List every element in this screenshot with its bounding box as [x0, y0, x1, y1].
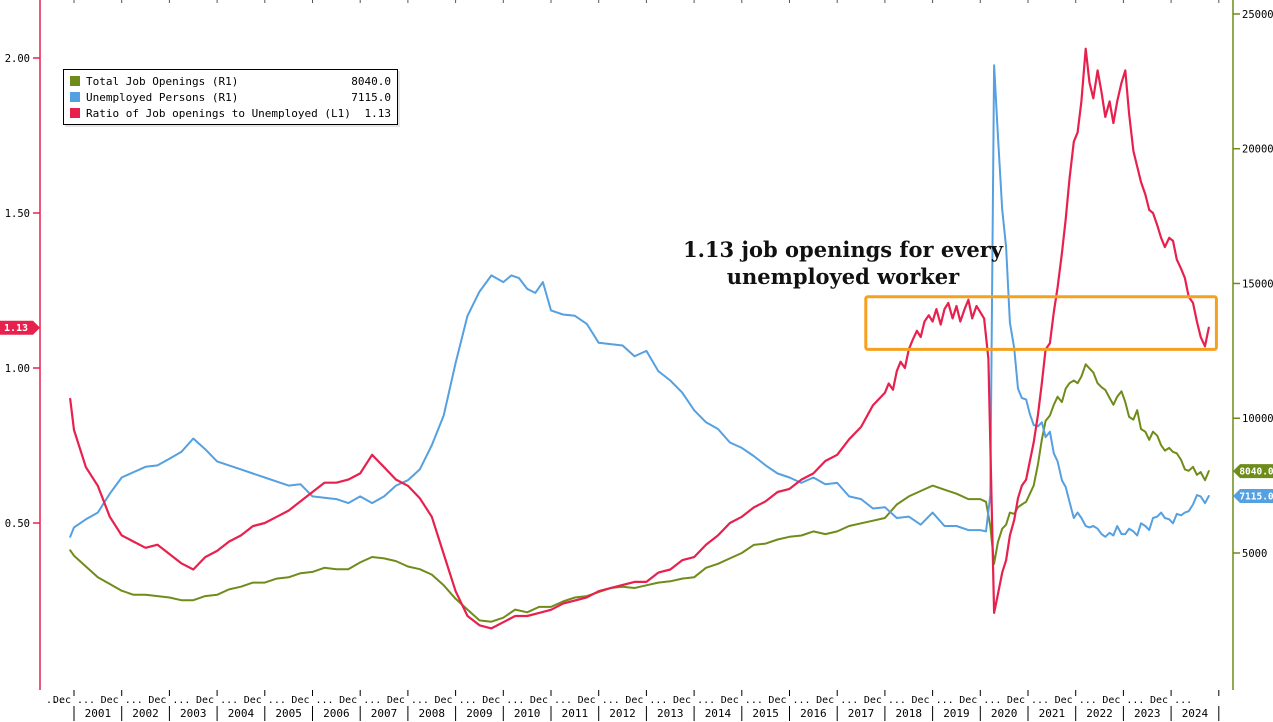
dec-label: Dec ... [291, 695, 333, 706]
year-label: 2009 [466, 707, 493, 720]
dec-label: Dec ... [578, 695, 620, 706]
year-label: 2016 [800, 707, 827, 720]
dec-label: Dec ... [1150, 695, 1192, 706]
series-line-openings [69, 363, 1210, 623]
series-line-ratio [69, 47, 1210, 630]
year-label: 2018 [896, 707, 923, 720]
right-tick-label: 5000 [1242, 548, 1267, 560]
dec-label: Dec ... [721, 695, 763, 706]
series-line-unemployed [69, 64, 1210, 538]
dec-label: Dec ... [530, 695, 572, 706]
chart-legend: Total Job Openings (R1) 8040.0 Unemploye… [63, 69, 398, 125]
left-axis-marker-label: 1.13 [4, 323, 28, 334]
year-label: 2021 [1039, 707, 1066, 720]
dec-label: Dec ... [1055, 695, 1097, 706]
annotation-line2: unemployed worker [726, 264, 960, 289]
year-label: 2005 [275, 707, 302, 720]
left-axis-marker-ratio [0, 320, 40, 335]
year-label: 2015 [752, 707, 779, 720]
left-tick-label: 1.50 [5, 208, 30, 220]
dec-label: Dec ... [148, 695, 190, 706]
chart-annotation-text[interactable]: 1.13 job openings for every unemployed w… [640, 236, 1046, 290]
year-label: 2003 [180, 707, 207, 720]
annotation-line1: 1.13 job openings for every [682, 237, 1004, 262]
right-tick-label: 25000 [1242, 9, 1273, 21]
legend-swatch-red-icon [70, 108, 80, 118]
legend-swatch-blue-icon [70, 92, 80, 102]
legend-row-job-openings[interactable]: Total Job Openings (R1) 8040.0 [70, 73, 391, 89]
year-label: 2014 [705, 707, 732, 720]
year-label: 2007 [371, 707, 398, 720]
dec-label: Dec ... [768, 695, 810, 706]
right-axis-marker-label: 8040.0 [1239, 467, 1273, 478]
year-label: 2019 [943, 707, 970, 720]
left-tick-label: 1.00 [5, 363, 30, 375]
legend-row-unemployed[interactable]: Unemployed Persons (R1) 7115.0 [70, 89, 391, 105]
dec-label: Dec ... [864, 695, 906, 706]
year-label: 2010 [514, 707, 541, 720]
dec-label: Dec ... [53, 695, 95, 706]
year-label: 2013 [657, 707, 684, 720]
dec-label: Dec ... [339, 695, 381, 706]
legend-value-ratio: 1.13 [364, 106, 392, 120]
dec-label: Dec ... [816, 695, 858, 706]
year-label: 2012 [609, 707, 636, 720]
x-axis-leading-ellipsis: ... [46, 695, 64, 706]
legend-label-unemployed: Unemployed Persons (R1) [86, 90, 239, 104]
year-label: 2002 [132, 707, 159, 720]
right-tick-label: 20000 [1242, 144, 1273, 156]
right-axis-marker-unemployed [1233, 488, 1273, 503]
legend-row-ratio[interactable]: Ratio of Job openings to Unemployed (L1)… [70, 105, 391, 121]
dec-label: Dec ... [912, 695, 954, 706]
year-label: 2024 [1182, 707, 1209, 720]
right-tick-label: 10000 [1242, 413, 1273, 425]
dec-label: Dec ... [196, 695, 238, 706]
left-tick-label: 0.50 [5, 518, 30, 530]
year-label: 2001 [85, 707, 112, 720]
dec-label: Dec ... [482, 695, 524, 706]
highlight-box[interactable] [864, 295, 1218, 351]
legend-value-unemployed: 7115.0 [351, 90, 391, 104]
dec-label: Dec ... [435, 695, 477, 706]
dec-label: Dec ... [673, 695, 715, 706]
dec-label: Dec ... [101, 695, 143, 706]
legend-swatch-green-icon [70, 76, 80, 86]
dec-label: Dec ... [387, 695, 429, 706]
year-label: 2022 [1086, 707, 1113, 720]
right-axis-marker-openings [1233, 464, 1273, 479]
dec-label: Dec ... [244, 695, 286, 706]
left-tick-label: 2.00 [5, 53, 30, 65]
year-label: 2023 [1134, 707, 1161, 720]
dec-label: Dec ... [1102, 695, 1144, 706]
year-label: 2017 [848, 707, 875, 720]
legend-label-ratio: Ratio of Job openings to Unemployed (L1) [86, 106, 351, 120]
legend-value-job-openings: 8040.0 [351, 74, 391, 88]
right-tick-label: 15000 [1242, 278, 1273, 290]
year-label: 2020 [991, 707, 1018, 720]
legend-label-job-openings: Total Job Openings (R1) [86, 74, 239, 88]
year-label: 2008 [419, 707, 446, 720]
dec-label: Dec ... [959, 695, 1001, 706]
year-label: 2006 [323, 707, 350, 720]
dec-label: Dec ... [1007, 695, 1049, 706]
year-label: 2004 [228, 707, 255, 720]
dec-label: Dec ... [625, 695, 667, 706]
right-axis-marker-label: 7115.0 [1239, 491, 1273, 502]
year-label: 2011 [562, 707, 589, 720]
